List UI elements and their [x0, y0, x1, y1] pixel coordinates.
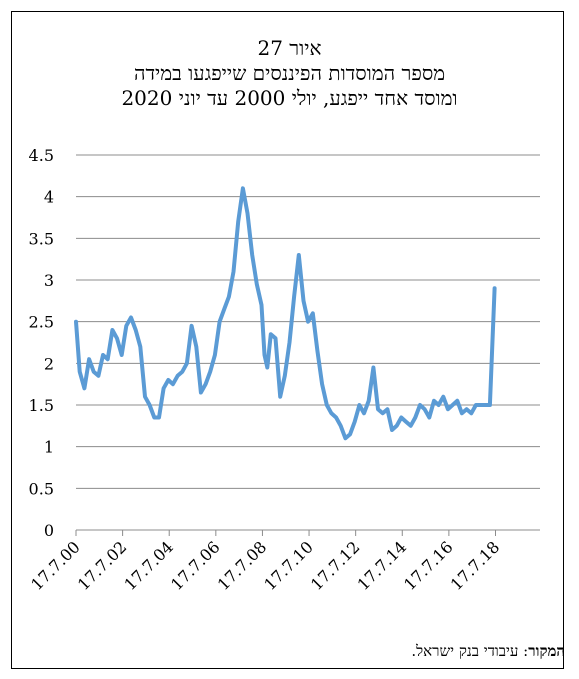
series-line [74, 186, 497, 441]
x-tick-label: 17.7.14 [353, 537, 410, 594]
title-line-1: איור 27 [257, 36, 322, 60]
x-axis-ticks: 17.7.0017.7.0217.7.0417.7.0617.7.0817.7.… [27, 530, 503, 594]
x-tick-label: 17.7.06 [167, 537, 224, 594]
x-tick-label: 17.7.16 [400, 537, 457, 594]
x-tick-label: 17.7.04 [120, 537, 177, 594]
y-tick-label: 0.5 [29, 479, 54, 498]
y-tick-label: 1.5 [29, 396, 54, 415]
y-tick-label: 0 [44, 521, 54, 540]
x-tick-label: 17.7.18 [447, 537, 504, 594]
title-line-2: מספר המוסדות הפיננסים שייפגעו במידה [133, 61, 446, 85]
source-note: המקור: עיבודי בנק ישראל. [411, 642, 565, 661]
x-tick-label: 17.7.10 [260, 537, 317, 594]
y-tick-label: 3 [44, 271, 54, 290]
y-tick-label: 3.5 [29, 229, 54, 248]
source-label: המקור [528, 642, 565, 660]
title-line-3: ומוסד אחד ייפגע, יולי 2000 עד יוני 2020 [121, 86, 458, 110]
series-layer [74, 186, 497, 441]
source-text: : עיבודי בנק ישראל. [411, 642, 529, 660]
y-axis-ticks: 0 0.5 1 1.5 2 2.5 3 3.5 4 4.5 [29, 146, 54, 540]
x-tick-label: 17.7.02 [74, 537, 131, 594]
y-tick-label: 2.5 [29, 313, 54, 332]
y-tick-label: 2 [44, 354, 54, 373]
x-tick-label: 17.7.08 [214, 537, 271, 594]
chart-frame [11, 11, 564, 669]
x-tick-label: 17.7.00 [27, 537, 84, 594]
y-tick-label: 1 [44, 438, 54, 457]
gridlines [76, 154, 540, 531]
y-tick-label: 4 [44, 188, 54, 207]
y-tick-label: 4.5 [29, 146, 54, 165]
x-tick-label: 17.7.12 [307, 537, 364, 594]
chart-title: איור 27 מספר המוסדות הפיננסים שייפגעו במ… [0, 36, 579, 111]
